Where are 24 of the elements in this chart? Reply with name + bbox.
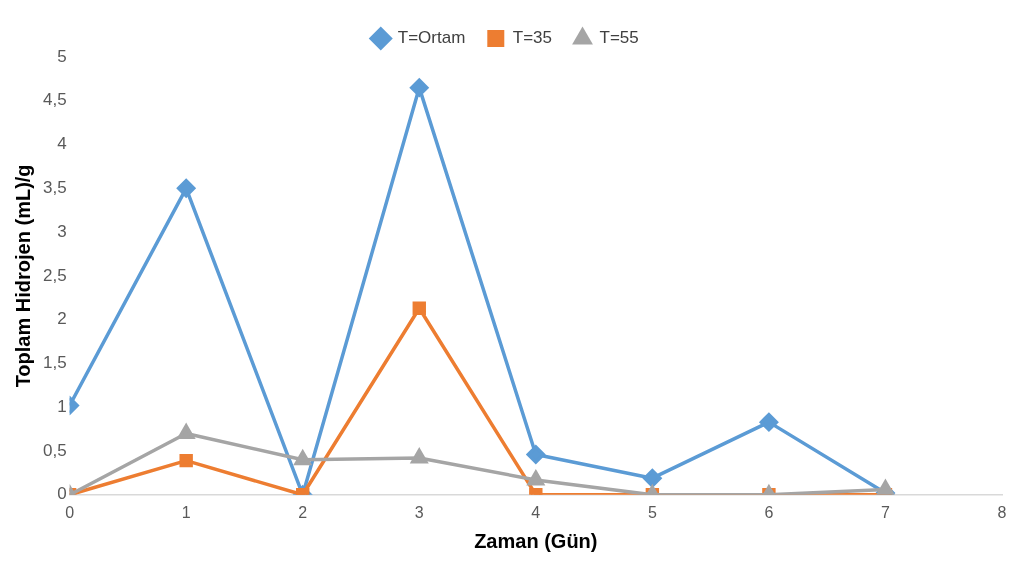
x-tick-label: 3 xyxy=(414,503,424,521)
x-tick-label: 8 xyxy=(997,503,1007,521)
legend-label: T=35 xyxy=(512,28,553,48)
legend-label: T=Ortam xyxy=(397,28,466,48)
y-tick-label: 3 xyxy=(57,221,67,241)
y-tick-label: 4,5 xyxy=(42,90,67,110)
x-axis-title: Zaman (Gün) xyxy=(474,529,598,552)
y-axis-title: Toplam Hidrojen (mL)/g xyxy=(11,164,34,388)
x-tick-label: 2 xyxy=(298,503,308,521)
y-tick-label: 4 xyxy=(57,134,67,154)
y-tick-label: 3,5 xyxy=(42,178,67,198)
x-tick-label: 4 xyxy=(531,503,541,521)
x-tick-label: 7 xyxy=(881,503,890,521)
x-tick-label: 5 xyxy=(647,503,657,521)
y-tick-label: 2,5 xyxy=(42,265,67,285)
x-tick-label: 6 xyxy=(764,503,774,521)
y-tick-label: 1 xyxy=(57,396,67,416)
y-tick-label: 5 xyxy=(57,46,67,66)
legend-label: T=55 xyxy=(599,28,639,48)
y-tick-label: 1,5 xyxy=(42,353,67,373)
y-tick-label: 0,5 xyxy=(42,440,67,460)
x-tick-label: 1 xyxy=(181,503,191,521)
y-tick-label: 0 xyxy=(57,484,67,504)
y-tick-label: 2 xyxy=(57,309,67,329)
